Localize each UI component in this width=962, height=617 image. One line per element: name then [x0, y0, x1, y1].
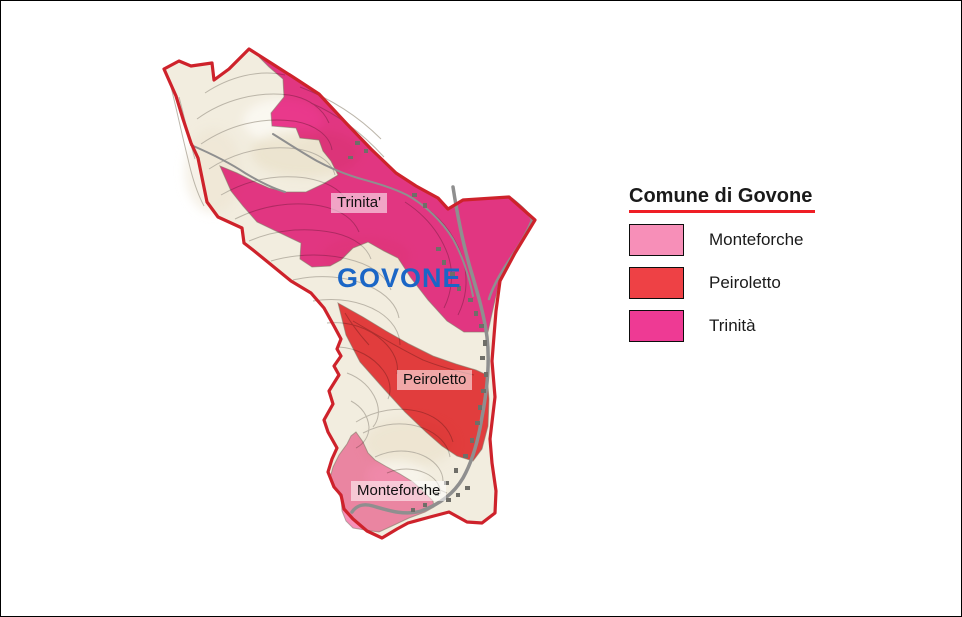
zone-label-trinita: Trinita': [331, 193, 387, 213]
legend-label-monteforche: Monteforche: [709, 230, 804, 249]
ridge-road: [272, 133, 474, 297]
zone-label-monteforche: Monteforche: [351, 481, 447, 501]
west-saddle-road: [190, 144, 286, 193]
legend-title: Comune di Govone: [629, 185, 813, 207]
legend-item-peiroletto: Peiroletto: [629, 267, 889, 299]
legend-swatch-peiroletto: [629, 267, 684, 299]
legend-swatch-monteforche: [629, 224, 684, 256]
east-valley-road: [350, 185, 490, 515]
municipality-boundary: [162, 47, 537, 540]
city-label-govone: GOVONE: [337, 263, 462, 293]
legend-title-underline: [629, 210, 815, 213]
buildings: [348, 141, 488, 512]
legend: Comune di Govone Monteforche Peiroletto …: [629, 185, 889, 342]
legend-label-trinita: Trinità: [709, 316, 756, 335]
legend-swatch-trinita: [629, 310, 684, 342]
legend-item-trinita: Trinità: [629, 310, 889, 342]
zone-label-peiroletto: Peiroletto: [397, 370, 473, 390]
legend-label-peiroletto: Peiroletto: [709, 273, 781, 292]
legend-item-monteforche: Monteforche: [629, 224, 889, 256]
